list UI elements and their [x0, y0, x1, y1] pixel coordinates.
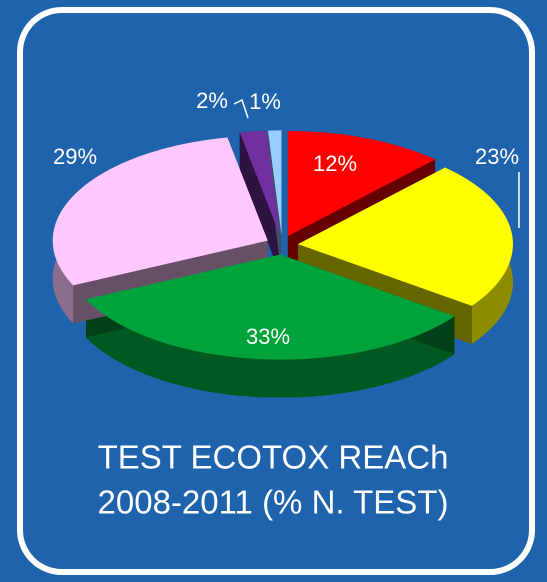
data-label: 12% — [313, 151, 357, 176]
pie-tops — [52, 130, 513, 360]
data-label: 33% — [246, 324, 290, 349]
slice-edge — [239, 132, 280, 274]
slice-top — [297, 167, 513, 306]
slice-top — [239, 130, 280, 236]
slice-top — [267, 130, 282, 236]
pie — [52, 130, 513, 398]
chart-title: 2008-2011 (% N. TEST) — [98, 484, 449, 521]
data-label: 23% — [475, 144, 519, 169]
slice-top — [52, 137, 268, 286]
data-label: 29% — [53, 144, 97, 169]
data-label: 1% — [249, 89, 281, 114]
slice-top — [287, 131, 436, 237]
leader-line — [233, 98, 249, 119]
slice-top — [85, 254, 455, 360]
slice-wall — [85, 299, 455, 398]
frame — [17, 7, 535, 575]
chart-title: TEST ECOTOX REACh — [98, 439, 449, 476]
data-label: 2% — [196, 88, 228, 113]
